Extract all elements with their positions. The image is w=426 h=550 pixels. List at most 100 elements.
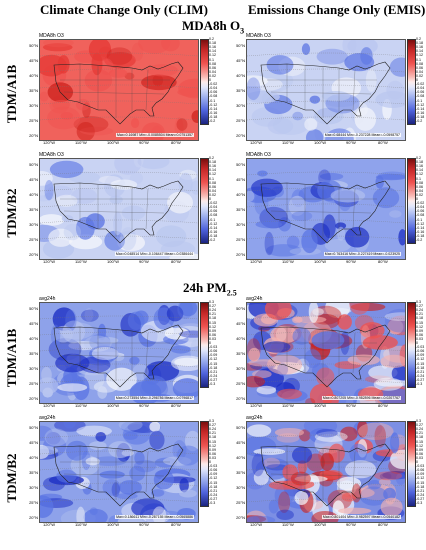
field-patch [266, 354, 303, 375]
colorbar-tick-label: -0.06 [209, 90, 218, 95]
colorbar-tick-label: -0.1 [209, 217, 216, 222]
colorbar-tick-label: -0.12 [416, 357, 425, 362]
longitude-label: 120°W [43, 522, 56, 527]
field-patch [99, 58, 114, 75]
longitude-labels: 120°W 110°W 100°W 90°W 80°W [246, 259, 404, 267]
field-patch [104, 230, 125, 251]
colorbar-tick-label: -0.09 [209, 353, 218, 358]
field-patch [172, 440, 187, 461]
graticule-line [40, 331, 198, 336]
colorbar-tick-label: 0.12 [209, 443, 216, 448]
field-patch [55, 194, 78, 207]
graticule-line [40, 498, 198, 503]
field-patch [345, 460, 377, 479]
latitude-label: 25°N [236, 381, 245, 386]
map-area: Max=0.763416 Min=-0.227419 Mean=-0.02392… [246, 158, 406, 260]
latitude-label: 40°N [236, 336, 245, 341]
field-patch [344, 226, 370, 248]
field-patch [276, 433, 300, 443]
field-patch [354, 314, 374, 331]
field-patch [247, 424, 272, 437]
field-patch [304, 118, 318, 131]
field-patch [40, 54, 67, 77]
panel-title: avg24h [39, 415, 56, 421]
field-patch [301, 43, 311, 55]
field-patch [65, 309, 77, 332]
map-panel-pm-a1b-clim: avg24h 50°N 45°N 40°N 35°N 30°N 25°N 20°N Max=0.… [25, 296, 221, 413]
field-patch [262, 341, 291, 353]
colorbar-tick-label: 0.15 [416, 320, 423, 325]
colorbar-tick-label: -0.04 [209, 86, 218, 91]
latitude-label: 30°N [236, 103, 245, 108]
field-patch [354, 107, 377, 131]
colorbar-tick-label: 0.27 [416, 423, 423, 428]
colorbar-tick-label: 0.12 [209, 53, 216, 58]
field-patch [95, 431, 107, 442]
map-area: Max=0.048514 Min=-0.106447 Mean=-0.03864… [39, 158, 199, 260]
state-lines [60, 327, 170, 381]
longitude-label: 80°W [378, 140, 388, 145]
field-patch [96, 336, 119, 344]
field-patch [337, 314, 352, 330]
longitude-labels: 120°W 110°W 100°W 90°W 80°W [39, 259, 197, 267]
latitude-label: 20°N [29, 133, 38, 138]
field-patch [68, 340, 98, 351]
field-patch [114, 159, 142, 175]
field-patch [367, 479, 382, 490]
column-header-clim: Climate Change Only (CLIM) [40, 2, 208, 17]
field-patch [336, 226, 346, 241]
map-panel-pm-b2-clim: avg24h 50°N 45°N 40°N 35°N 30°N 25°N 20°N Max=0.… [25, 415, 221, 532]
colorbar-tick-label: 0.04 [416, 69, 423, 74]
graticule-line [247, 52, 405, 57]
longitude-labels: 120°W 110°W 100°W 90°W 80°W [246, 403, 404, 411]
longitude-label: 120°W [250, 522, 263, 527]
map-area: Max=0.807205 Min=-0.982896 Mean=-0.02077… [246, 302, 406, 404]
field-patch [264, 303, 292, 320]
colorbar [407, 421, 416, 507]
latitude-labels: 50°N 45°N 40°N 35°N 30°N 25°N 20°N [25, 39, 39, 139]
longitude-label: 90°W [139, 522, 149, 527]
colorbar-tick-label: 0.3 [416, 419, 421, 423]
field-patch [134, 451, 145, 465]
us-outline [260, 324, 391, 388]
latitude-label: 50°N [29, 425, 38, 430]
colorbar-tick-label: -0.02 [209, 201, 218, 206]
colorbar-tick-label: -0.24 [209, 373, 218, 378]
colorbar-tick-label: 0.24 [416, 427, 423, 432]
colorbar-tick-label: -0.3 [416, 501, 423, 505]
field-patch [85, 457, 100, 466]
colorbar-tick-label: -0.2 [416, 238, 423, 242]
colorbar [200, 421, 209, 507]
panel-title: MDA8h O3 [246, 33, 271, 39]
colorbar-tick-label: 0.14 [416, 49, 423, 54]
us-outline [53, 61, 184, 125]
field-patch [389, 57, 405, 77]
colorbar-tick-label: -0.18 [416, 365, 425, 370]
colorbar-tick-label: 0.15 [209, 439, 216, 444]
colorbar-tick-label: 0.1 [209, 57, 214, 62]
map-panel-o3-a1b-emis: MDA8h O3 50°N 45°N 40°N 35°N 30°N 25°N 20°N Max=… [232, 33, 426, 150]
colorbar-tick-label: -0.09 [209, 472, 218, 477]
latitude-label: 45°N [236, 440, 245, 445]
field-patch [297, 460, 308, 474]
colorbar-tick-label: 0.15 [209, 320, 216, 325]
colorbar-tick-label: -0.12 [416, 221, 425, 226]
longitude-label: 100°W [107, 403, 120, 408]
graticule-line [40, 171, 198, 176]
field-patch [257, 69, 294, 92]
colorbar-tick-label: 0.03 [209, 336, 216, 341]
field-patch [75, 216, 95, 240]
field-patch [276, 509, 294, 521]
latitude-label: 30°N [29, 485, 38, 490]
field-patch [255, 220, 283, 229]
longitude-label: 110°W [282, 403, 294, 408]
field-patch [130, 118, 140, 129]
field-patch [378, 478, 391, 486]
longitude-label: 120°W [250, 403, 263, 408]
field-patch [247, 375, 266, 388]
latitude-label: 50°N [29, 162, 38, 167]
colorbar-tick-label: 0.03 [209, 455, 216, 460]
colorbar-tick-label: -0.02 [416, 82, 425, 87]
section-title-pm: 24h PM2.5 [183, 280, 237, 298]
field-patch [267, 117, 294, 135]
